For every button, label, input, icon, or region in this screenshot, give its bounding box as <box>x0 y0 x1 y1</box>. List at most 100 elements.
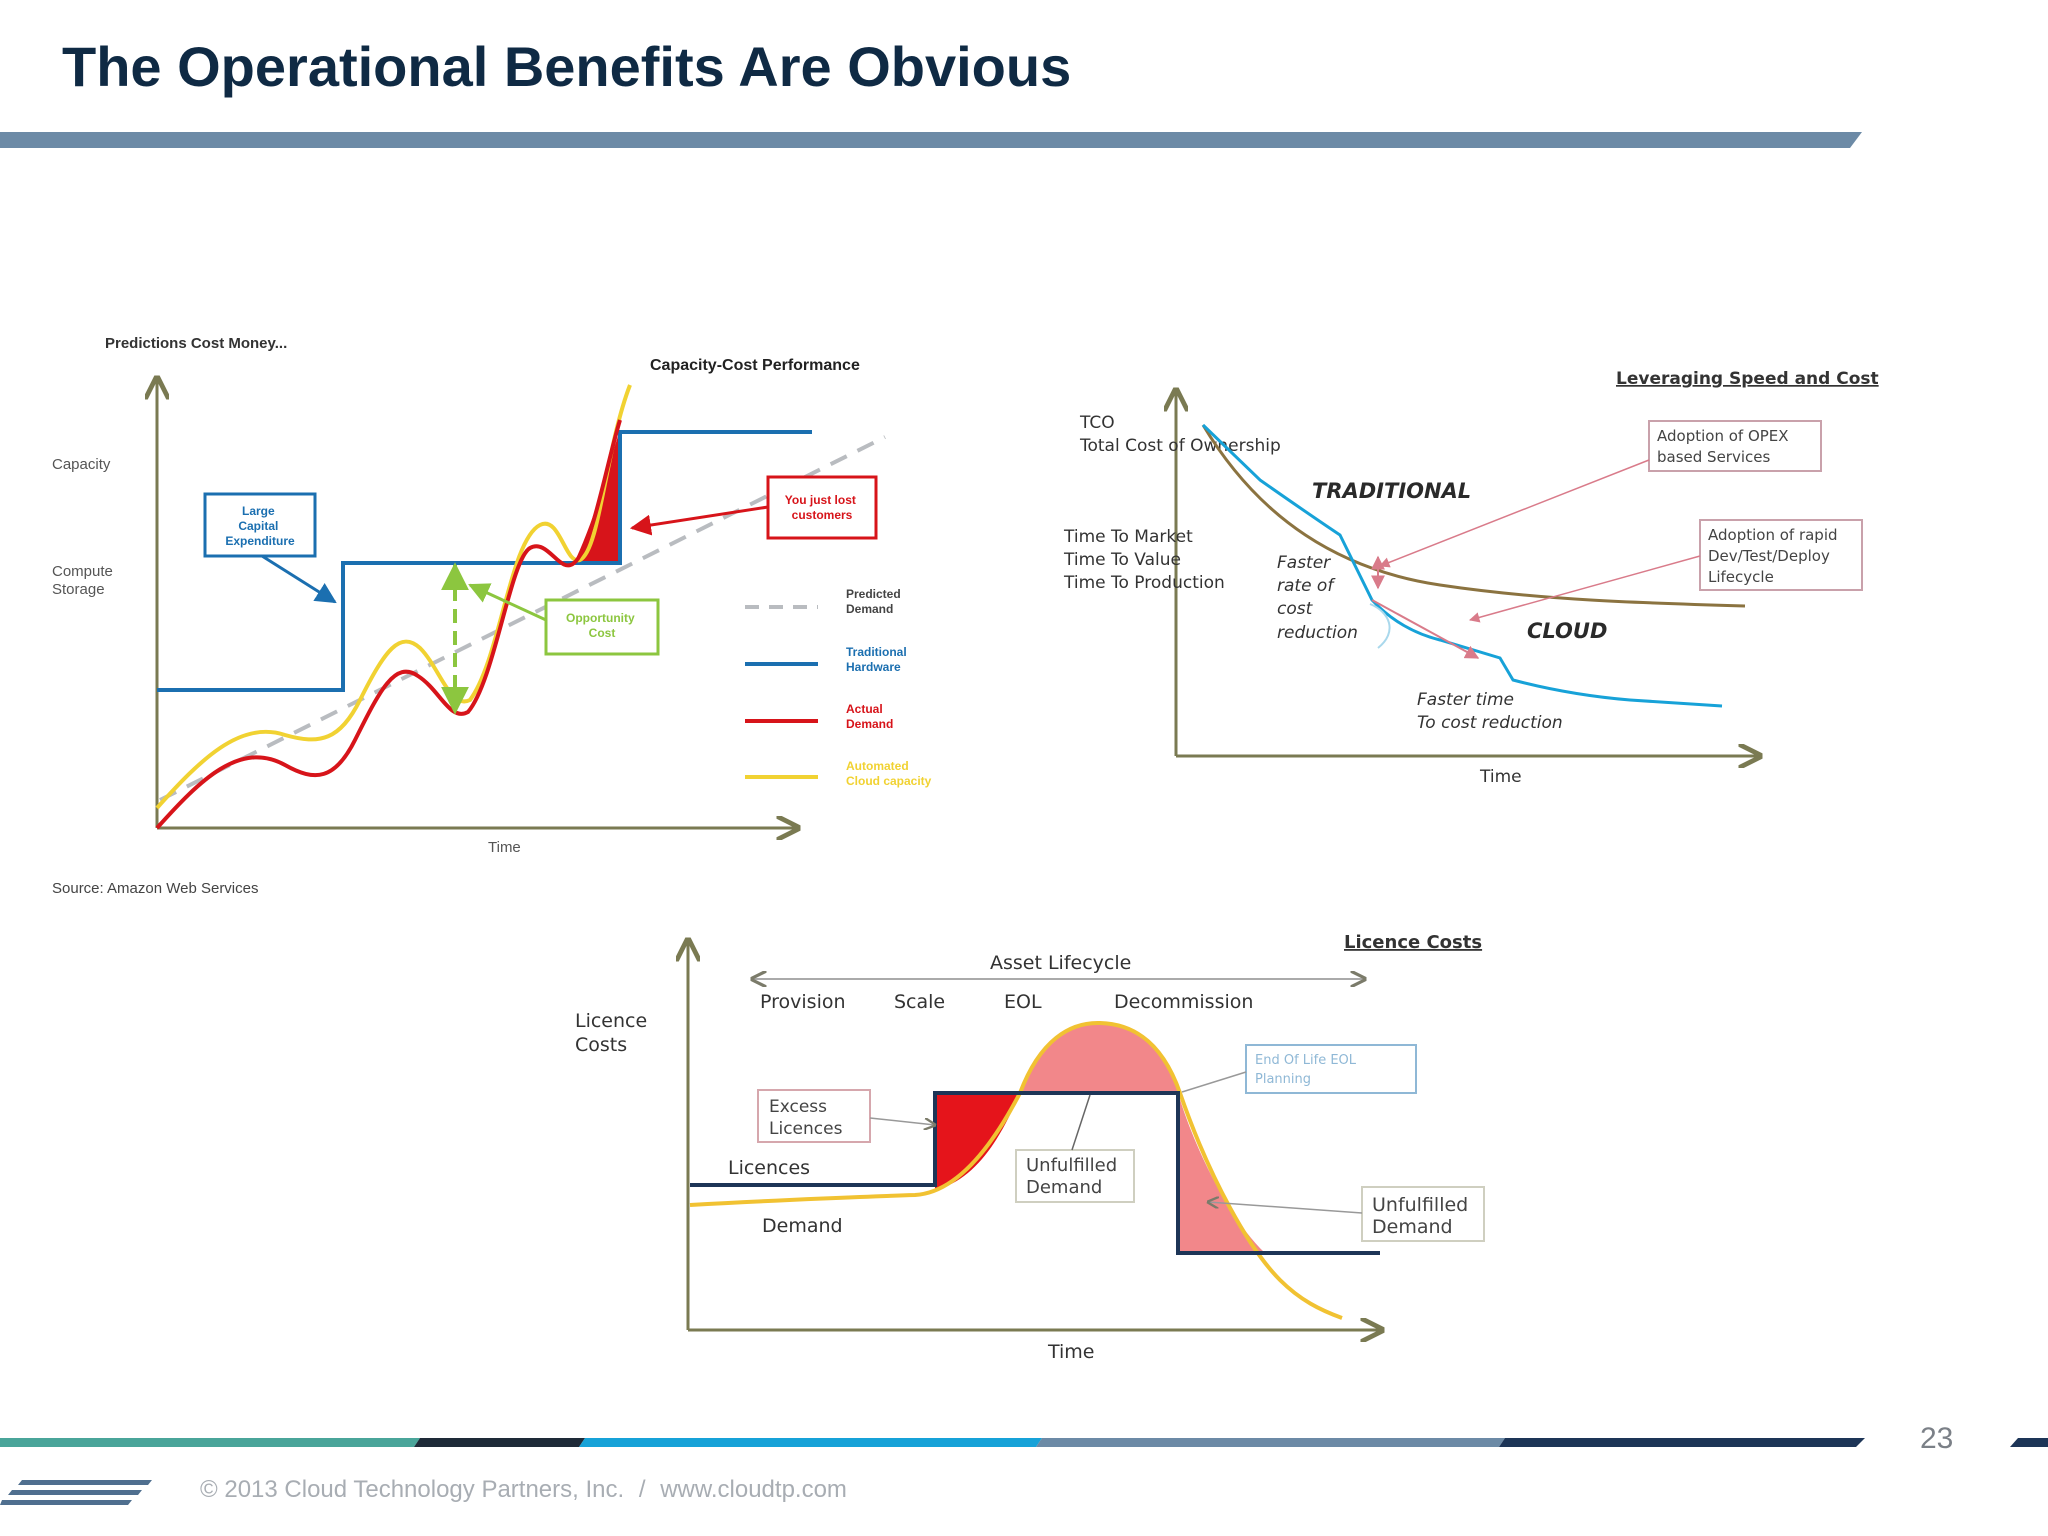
callout-excess-pointer <box>869 1117 935 1125</box>
faster-time-indicator <box>1371 599 1480 659</box>
chart2-y-label-ttm: Time To Market <box>1063 527 1193 547</box>
page-number: 23 <box>1920 1422 1954 1455</box>
svg-text:Excess Licences: Excess Licences <box>769 1097 843 1139</box>
chart1-heading: Predictions Cost Money... <box>105 335 287 352</box>
chart2-y-label-ttv: Time To Value <box>1063 550 1181 570</box>
slide-title: The Operational Benefits Are Obvious <box>62 35 1072 98</box>
footer-bar-dark <box>414 1438 585 1447</box>
chart3-x-label: Time <box>1047 1341 1095 1363</box>
chart2-y-label-tco-full: Total Cost of Ownership <box>1079 436 1281 456</box>
svg-text:Large Capital Expe: Large Capital Expenditure <box>225 504 295 548</box>
chart1-source: Source: Amazon Web Services <box>52 880 258 897</box>
callout-devtest-line3: Lifecycle <box>1708 568 1774 586</box>
callout-lost-line1: You just lost <box>785 493 856 507</box>
callout-devtest-box <box>1699 519 1863 591</box>
footer-url-link[interactable]: www.cloudtp.com <box>660 1476 847 1503</box>
svg-text:Traditional Hardware: Traditional Hardware <box>846 645 910 674</box>
callout-opportunity-pointer <box>468 583 547 622</box>
speed-cost-chart: Leveraging Speed and Cost TCO Total Cost… <box>1063 369 1879 787</box>
callout-devtest-pointer <box>1468 555 1701 623</box>
svg-text:Adoption of OPEX based S: Adoption of OPEX based Services <box>1657 427 1793 466</box>
licence-costs-chart: Licence Costs Asset Lifecycle Provision … <box>575 932 1485 1363</box>
chart3-heading: Licence Costs <box>1344 932 1482 953</box>
callout-capex-line1: Large <box>242 504 275 518</box>
unfulfilled-demand-area-peak <box>1020 1022 1180 1093</box>
footer-separator: / <box>638 1476 646 1503</box>
footer-bar-cyan <box>579 1438 1042 1447</box>
legend-label-predicted-2: Demand <box>846 602 893 616</box>
phase-decommission: Decommission <box>1114 991 1253 1013</box>
footer-bar-navy <box>1499 1438 1865 1447</box>
note-faster-rate-4: reduction <box>1277 623 1358 643</box>
legend-label-predicted-1: Predicted <box>846 587 901 601</box>
series-licences-label: Licences <box>728 1157 810 1179</box>
footer-text: © 2013 Cloud Technology Partners, Inc. /… <box>200 1476 847 1504</box>
chart3-y-label-2: Costs <box>575 1034 627 1056</box>
phase-provision: Provision <box>760 991 846 1013</box>
svg-text:Opportunity Cost: Opportunity Cost <box>566 611 638 640</box>
lost-customers-area <box>574 430 620 563</box>
note-faster-rate-3: cost <box>1277 599 1314 619</box>
capacity-cost-chart: Predictions Cost Money... Capacity-Cost … <box>52 335 932 897</box>
callout-lost-box <box>766 475 878 540</box>
phase-scale: Scale <box>894 991 945 1013</box>
legend-label-actual-1: Actual <box>846 702 883 716</box>
callout-opex-line2: based Services <box>1657 448 1770 466</box>
callout-capex-box <box>203 492 317 558</box>
unfulfilled-demand-area-decline <box>1178 1093 1265 1253</box>
traditional-curve <box>1201 424 1746 608</box>
chart3-lifecycle-label: Asset Lifecycle <box>990 952 1131 974</box>
callout-excess-box <box>757 1089 871 1143</box>
chart2-heading: Leveraging Speed and Cost <box>1616 369 1879 389</box>
callout-excess-line1: Excess <box>769 1097 827 1117</box>
phase-eol: EOL <box>1004 991 1042 1013</box>
legend-label-cloud-1: Automated <box>846 759 909 773</box>
callout-eol-line2: Planning <box>1255 1072 1311 1087</box>
chart1-subtitle: Capacity-Cost Performance <box>650 357 860 374</box>
svg-text:Faster rate of cos: Faster rate of cost reduction <box>1277 553 1358 643</box>
footer-bar-navy-edge <box>2010 1438 2048 1447</box>
svg-text:Unfulfilled Demand: Unfulfilled Demand <box>1372 1194 1474 1238</box>
callout-capex-line2: Capital <box>238 519 278 533</box>
series-demand-label: Demand <box>762 1215 843 1237</box>
chart2-x-label: Time <box>1479 767 1522 787</box>
callout-unfulfilled-2-line2: Demand <box>1372 1216 1453 1238</box>
chart3-y-label-1: Licence <box>575 1010 647 1032</box>
callout-eol-box <box>1245 1044 1417 1094</box>
callout-unfulfilled-1-line2: Demand <box>1026 1177 1102 1198</box>
callout-devtest-line1: Adoption of rapid <box>1708 526 1838 544</box>
callout-unfulfilled-1-line1: Unfulfilled <box>1026 1155 1117 1176</box>
callout-capex-pointer <box>261 554 337 604</box>
cloud-shortcut-arc <box>1369 603 1391 649</box>
callout-eol-line1: End Of Life EOL <box>1255 1053 1357 1068</box>
demand-curve <box>689 1020 1343 1320</box>
footer-bar-steel <box>1036 1438 1505 1447</box>
svg-text:Licence Costs: Licence Costs <box>575 1010 653 1056</box>
svg-text:End Of Life EOL Planning: End Of Life EOL Planning <box>1255 1053 1360 1087</box>
excess-licences-area <box>935 1093 1020 1190</box>
callout-lost-pointer <box>629 505 769 536</box>
callout-devtest-line2: Dev/Test/Deploy <box>1708 547 1830 565</box>
callout-unfulfilled-1-pointer <box>1071 1094 1091 1151</box>
predicted-demand-line <box>159 435 886 802</box>
licences-step-line <box>690 1091 1380 1255</box>
footer-copyright: © 2013 Cloud Technology Partners, Inc. <box>200 1476 625 1503</box>
svg-text:Adoption of rapid Dev/Te: Adoption of rapid Dev/Test/Deploy Lifecy… <box>1708 526 1842 586</box>
note-faster-rate-2: rate of <box>1277 576 1336 596</box>
legend-label-traditional-2: Hardware <box>846 660 901 674</box>
callout-eol-pointer <box>1181 1071 1247 1093</box>
note-faster-time-2: To cost reduction <box>1417 713 1563 733</box>
svg-text:Faster time To cost redu: Faster time To cost reduction <box>1417 690 1563 733</box>
callout-unfulfilled-2-pointer <box>1208 1202 1363 1214</box>
legend-label-cloud-2: Cloud capacity <box>846 774 932 788</box>
svg-text:Actual Demand: Actual Demand <box>846 702 893 731</box>
svg-text:Automated Cloud capaci: Automated Cloud capacity <box>846 759 932 788</box>
chart1-y-label-storage: Storage <box>52 581 105 598</box>
footer-color-bar <box>0 1438 2048 1447</box>
callout-capex-line3: Expenditure <box>225 534 295 548</box>
callout-opex-line1: Adoption of OPEX <box>1657 427 1789 445</box>
callout-unfulfilled-2-line1: Unfulfilled <box>1372 1194 1468 1216</box>
chart1-y-label-compute: Compute <box>52 563 113 580</box>
company-logo-icon <box>0 1480 152 1505</box>
